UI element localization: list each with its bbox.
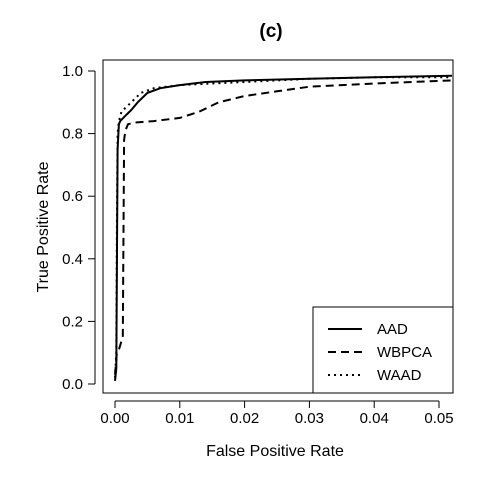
y-tick-label: 1.0 — [62, 63, 83, 80]
y-tick-label: 0.0 — [62, 376, 83, 393]
y-axis-label: True Positive Rate — [35, 161, 52, 292]
x-tick-label: 0.04 — [360, 410, 389, 427]
x-tick-label: 0.01 — [165, 410, 194, 427]
x-tick-label: 0.00 — [100, 410, 129, 427]
legend-label-aad: AAD — [377, 321, 408, 338]
y-tick-label: 0.8 — [62, 126, 83, 143]
y-axis: 0.0 0.2 0.4 0.6 0.8 1.0 — [62, 63, 95, 393]
legend-label-wbpca: WBPCA — [377, 344, 432, 361]
x-axis: 0.00 0.01 0.02 0.03 0.04 0.05 — [100, 401, 453, 427]
x-axis-label: False Positive Rate — [206, 443, 344, 460]
x-tick-label: 0.05 — [424, 410, 453, 427]
y-tick-label: 0.2 — [62, 313, 83, 330]
legend-label-waad: WAAD — [377, 367, 422, 384]
y-tick-label: 0.4 — [62, 251, 83, 268]
y-tick-label: 0.6 — [62, 188, 83, 205]
legend: AAD WBPCA WAAD — [313, 307, 453, 393]
chart-title: (c) — [259, 21, 282, 42]
x-tick-label: 0.02 — [230, 410, 259, 427]
x-tick-label: 0.03 — [295, 410, 324, 427]
